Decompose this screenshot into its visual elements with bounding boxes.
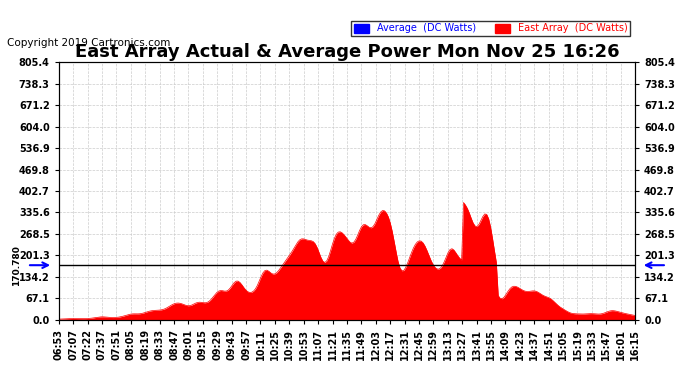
Text: Copyright 2019 Cartronics.com: Copyright 2019 Cartronics.com <box>7 38 170 48</box>
Legend: Average  (DC Watts), East Array  (DC Watts): Average (DC Watts), East Array (DC Watts… <box>351 21 630 36</box>
Title: East Array Actual & Average Power Mon Nov 25 16:26: East Array Actual & Average Power Mon No… <box>75 42 619 60</box>
Text: 170.780: 170.780 <box>12 245 21 286</box>
